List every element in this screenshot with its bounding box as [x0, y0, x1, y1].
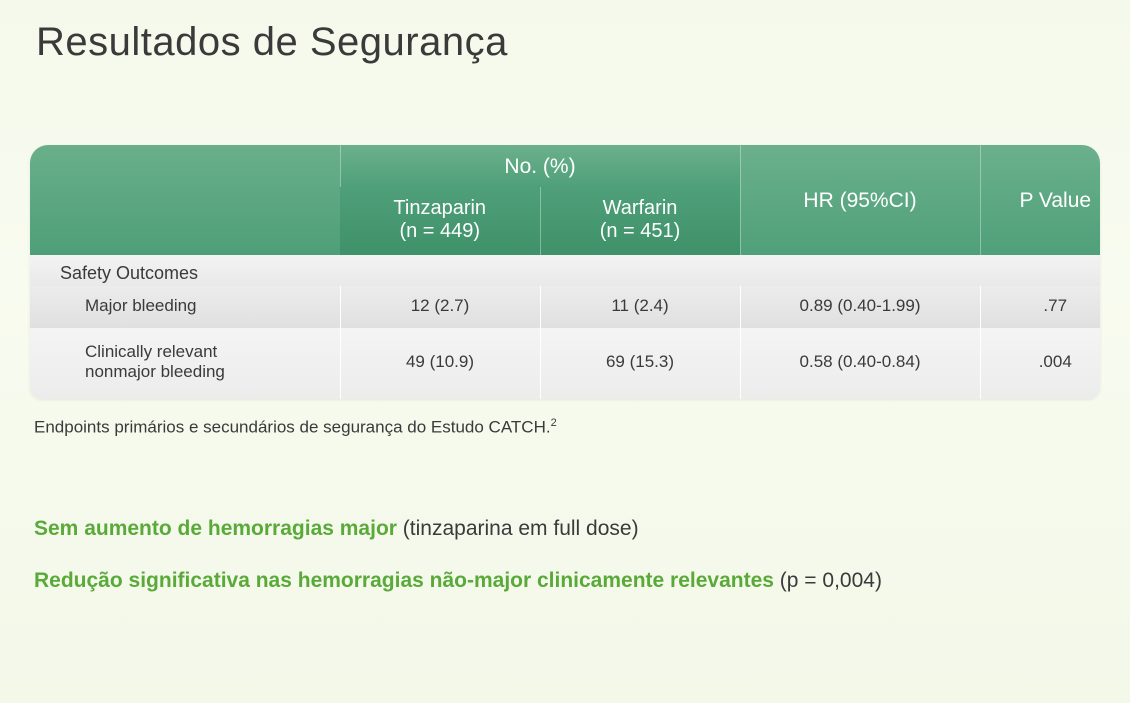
- cell-label: Clinically relevant nonmajor bleeding: [30, 328, 340, 399]
- bullet-2: Redução significativa nas hemorragias nã…: [34, 569, 1100, 593]
- header-tinza-name: Tinzaparin: [393, 197, 486, 219]
- header-warf-n: (n = 451): [600, 220, 681, 242]
- header-pvalue: P Value: [980, 145, 1100, 255]
- header-hr: HR (95%CI): [740, 145, 980, 255]
- bullet-2-strong: Redução significativa nas hemorragias nã…: [34, 569, 774, 592]
- cell-p: .77: [980, 286, 1100, 328]
- table-row: Major bleeding 12 (2.7) 11 (2.4) 0.89 (0…: [30, 286, 1100, 328]
- header-tinza-n: (n = 449): [399, 220, 480, 242]
- bullet-2-rest: (p = 0,004): [774, 569, 882, 592]
- cell-warf: 11 (2.4): [540, 286, 740, 328]
- table-row: Clinically relevant nonmajor bleeding 49…: [30, 328, 1100, 399]
- conclusions: Sem aumento de hemorragias major (tinzap…: [34, 517, 1100, 593]
- cell-hr: 0.58 (0.40-0.84): [740, 328, 980, 399]
- header-blank: [30, 145, 340, 255]
- cell-hr: 0.89 (0.40-1.99): [740, 286, 980, 328]
- caption-ref: 2: [551, 417, 557, 429]
- header-warf-name: Warfarin: [603, 197, 678, 219]
- bullet-1-strong: Sem aumento de hemorragias major: [34, 517, 397, 540]
- bullet-1: Sem aumento de hemorragias major (tinzap…: [34, 517, 1100, 541]
- header-tinzaparin: Tinzaparin (n = 449): [340, 187, 540, 255]
- page-title: Resultados de Segurança: [36, 20, 1100, 65]
- header-no-pct: No. (%): [340, 145, 740, 187]
- section-safety-outcomes: Safety Outcomes: [30, 255, 1100, 286]
- cell-label: Major bleeding: [30, 286, 340, 328]
- cell-tinza: 49 (10.9): [340, 328, 540, 399]
- cell-warf: 69 (15.3): [540, 328, 740, 399]
- table-caption: Endpoints primários e secundários de seg…: [34, 417, 1100, 438]
- safety-table: No. (%) HR (95%CI) P Value Tinzaparin (n…: [30, 145, 1100, 399]
- header-warfarin: Warfarin (n = 451): [540, 187, 740, 255]
- cell-p: .004: [980, 328, 1100, 399]
- caption-text: Endpoints primários e secundários de seg…: [34, 417, 551, 436]
- cell-tinza: 12 (2.7): [340, 286, 540, 328]
- cell-label-l1: Clinically relevant: [85, 342, 217, 361]
- cell-label-l2: nonmajor bleeding: [85, 362, 225, 381]
- bullet-1-rest: (tinzaparina em full dose): [397, 517, 639, 540]
